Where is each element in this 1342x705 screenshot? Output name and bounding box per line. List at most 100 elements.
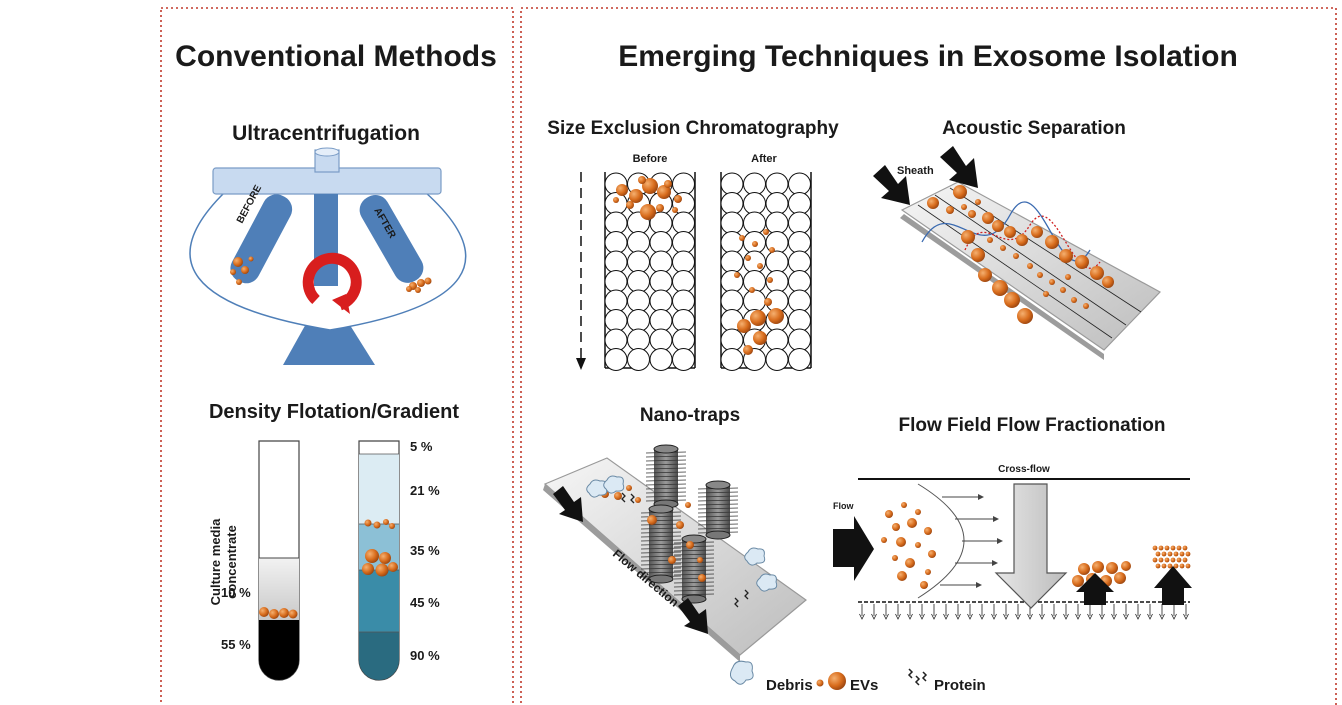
ev-particle xyxy=(1090,266,1104,280)
ev-particle xyxy=(1164,545,1170,551)
nanotraps-title: Nano-traps xyxy=(640,405,740,426)
ev-particle xyxy=(1013,253,1019,259)
ev-particle xyxy=(968,210,976,218)
ev-particle xyxy=(961,204,967,210)
legend-evs-label: EVs xyxy=(850,677,878,694)
resin-bead xyxy=(672,348,695,371)
resin-bead xyxy=(649,289,673,313)
membrane-arrowhead xyxy=(919,613,925,620)
membrane-arrowhead xyxy=(991,613,997,620)
resin-bead xyxy=(649,231,673,254)
tube1-label-55: 55 % xyxy=(221,637,251,652)
ev-particle xyxy=(1158,557,1164,563)
acoustic-evs xyxy=(927,185,1114,324)
resin-bead xyxy=(720,289,744,313)
resin-bead xyxy=(672,309,695,332)
resin-bead xyxy=(627,328,650,352)
nano-trap xyxy=(645,444,687,509)
ev-particle xyxy=(1059,249,1073,263)
ev-particle xyxy=(1161,551,1167,557)
ev-particle xyxy=(672,207,678,213)
ev-particle xyxy=(739,235,745,241)
membrane-arrowhead xyxy=(1111,613,1117,620)
ev-particle xyxy=(626,485,632,491)
crossflow-arrow xyxy=(994,483,1068,609)
ev-particle xyxy=(927,197,939,209)
debris-particle xyxy=(603,475,625,494)
membrane-arrowhead xyxy=(859,613,865,620)
tube2-label-90: 90 % xyxy=(410,648,440,663)
ev-particle xyxy=(1173,563,1179,569)
membrane-arrowhead xyxy=(943,613,949,620)
ev-particle xyxy=(749,287,755,293)
tube1-label-10: 10 % xyxy=(221,585,251,600)
resin-bead xyxy=(720,328,744,352)
membrane-arrowhead xyxy=(1135,613,1141,620)
membrane-arrowhead xyxy=(1027,613,1033,620)
ff-lift-arrow-2 xyxy=(1154,566,1192,605)
ev-particle xyxy=(905,558,915,568)
ev-particle xyxy=(992,280,1008,296)
ev-particle xyxy=(1072,575,1084,587)
ev-particle xyxy=(1045,235,1059,249)
resin-bead xyxy=(604,192,628,215)
ev-particle xyxy=(614,492,622,500)
ev-particle xyxy=(750,310,766,326)
culture-media-label-2: concentrate xyxy=(224,525,239,599)
emerging-panel-border xyxy=(520,7,1337,705)
protein-icon xyxy=(907,668,928,686)
resin-bead xyxy=(672,289,695,313)
resin-bead xyxy=(720,231,744,254)
resin-bead xyxy=(672,250,695,274)
ev-particle xyxy=(1176,557,1182,563)
ev-particle xyxy=(992,220,1004,232)
legend-debris-label: Debris xyxy=(766,677,813,694)
nanotraps-cylinders xyxy=(586,444,778,608)
tube2-label-35: 35 % xyxy=(410,543,440,558)
resin-bead xyxy=(788,192,811,215)
ev-particle xyxy=(1176,545,1182,551)
ff-membrane-arrows xyxy=(859,604,1189,620)
density-tube-2 xyxy=(358,440,400,681)
resin-bead xyxy=(788,289,811,313)
ev-particle xyxy=(1027,263,1033,269)
resin-bead xyxy=(788,172,811,196)
centrifuge-illustration: BEFORE AFTER xyxy=(189,147,467,365)
membrane-arrowhead xyxy=(979,613,985,620)
conventional-panel-border xyxy=(160,7,514,705)
debris-particle xyxy=(744,547,766,566)
ev-particle xyxy=(642,178,658,194)
flow-label: Flow xyxy=(833,501,854,511)
sec-after-label: After xyxy=(751,153,777,165)
membrane-arrowhead xyxy=(1051,613,1057,620)
ev-particle xyxy=(920,581,928,589)
emerging-title: Emerging Techniques in Exosome Isolation xyxy=(618,40,1238,73)
membrane-arrowhead xyxy=(1003,613,1009,620)
ev-particle xyxy=(768,308,784,324)
ev-particle xyxy=(638,176,646,184)
nanotraps-flow-arrow-top xyxy=(553,486,583,522)
tube2-label-45: 45 % xyxy=(410,595,440,610)
resin-bead xyxy=(604,309,628,332)
ev-particle xyxy=(686,541,694,549)
culture-media-label-1: Culture media xyxy=(208,518,223,605)
ev-particle xyxy=(1152,557,1158,563)
membrane-arrowhead xyxy=(1075,613,1081,620)
ev-particle xyxy=(924,527,932,535)
membrane-arrowhead xyxy=(895,613,901,620)
resin-bead xyxy=(765,328,789,352)
membrane-arrowhead xyxy=(883,613,889,620)
sheath-arrow-left xyxy=(873,165,910,205)
ev-particle xyxy=(1155,563,1161,569)
nano-trap xyxy=(673,534,715,604)
resin-bead xyxy=(604,250,628,274)
resin-bead xyxy=(765,211,789,235)
resin-bead xyxy=(788,328,811,352)
ev-particle xyxy=(1179,551,1185,557)
ev-particle xyxy=(892,523,900,531)
resin-bead xyxy=(627,309,650,332)
resin-bead xyxy=(765,250,789,274)
ev-particle xyxy=(1164,557,1170,563)
debris-icon xyxy=(729,660,754,685)
